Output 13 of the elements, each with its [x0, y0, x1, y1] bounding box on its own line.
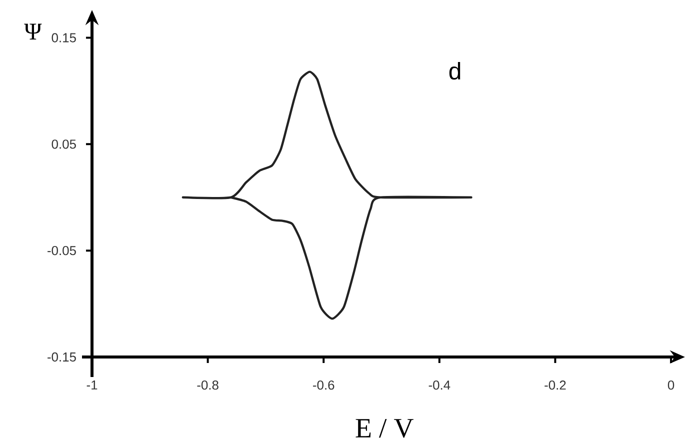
annotation: d — [449, 62, 460, 80]
y-tick-label: 0.05 — [52, 140, 76, 149]
x-axis-title: E / V — [356, 418, 414, 438]
x-tick-label: -0.4 — [428, 380, 450, 390]
y-axis-title: Ψ — [24, 24, 42, 40]
x-tick-label: -0.8 — [197, 380, 218, 390]
y-tick-label: 0.15 — [52, 33, 76, 42]
x-tick-label: -0.6 — [313, 380, 334, 390]
x-tick-label: -0.2 — [544, 380, 566, 390]
y-tick-label: -0.15 — [48, 352, 76, 362]
y-tick-label: -0.05 — [48, 246, 76, 256]
x-tick-label: 0 — [668, 380, 674, 390]
x-tick-label: -1 — [86, 380, 98, 390]
